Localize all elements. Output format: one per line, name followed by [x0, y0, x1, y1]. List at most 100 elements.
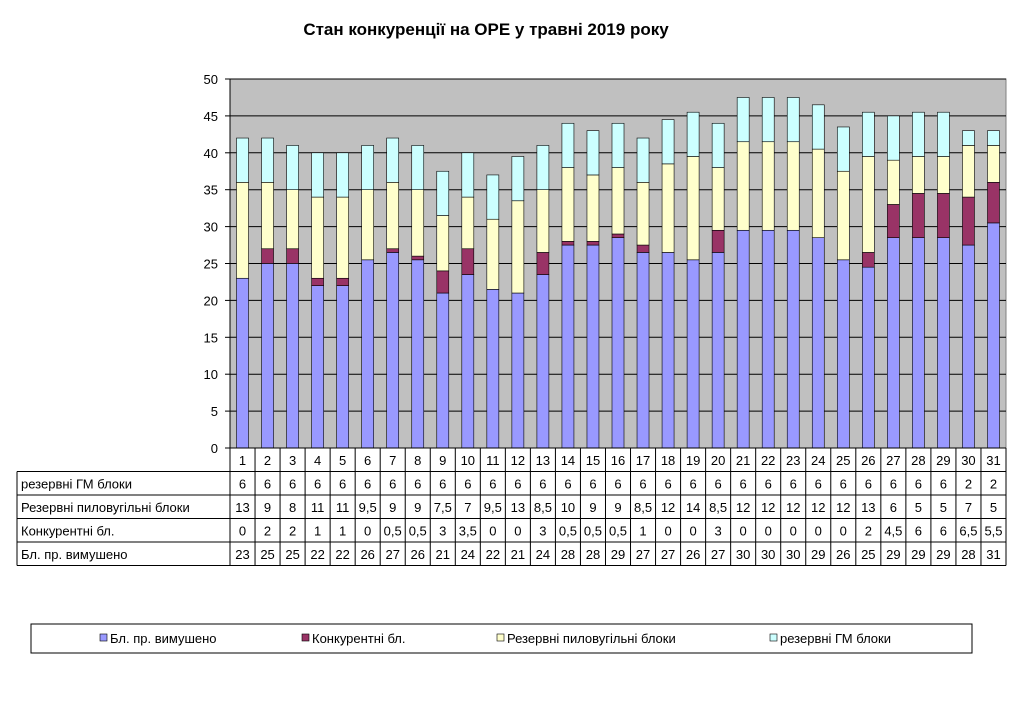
bar-segment [636, 182, 650, 246]
x-category-label: 14 [561, 453, 575, 468]
table-cell: 5 [915, 500, 922, 515]
table-cell: 6 [364, 477, 371, 492]
table-cell: 2 [289, 524, 296, 539]
bar-segment [386, 252, 400, 449]
bar-segment [912, 193, 925, 238]
table-cell: 0 [840, 524, 847, 539]
bar-segment [661, 252, 675, 449]
bar-segment [536, 189, 550, 253]
table-cell: 8,5 [634, 500, 652, 515]
bar-segment [311, 277, 324, 286]
table-cell: 6 [389, 477, 396, 492]
table-cell: 0 [364, 524, 371, 539]
bar-segment [286, 248, 299, 264]
x-category-label: 8 [414, 453, 421, 468]
x-category-label: 6 [364, 453, 371, 468]
bar-segment [862, 111, 875, 157]
bar-segment [912, 156, 925, 194]
bar-segment [761, 229, 775, 449]
table-cell: 29 [611, 547, 625, 562]
bar-segment [811, 237, 825, 449]
bar-segment [887, 115, 900, 161]
table-cell: 6 [539, 477, 546, 492]
bar-segment [411, 145, 425, 190]
bar-segment [261, 248, 274, 264]
bar-segment [711, 122, 725, 168]
table-cell: 8 [289, 500, 296, 515]
x-category-label: 30 [961, 453, 975, 468]
table-cell: 8,5 [709, 500, 727, 515]
table-cell: 6 [514, 477, 521, 492]
table-cell: 0 [815, 524, 822, 539]
table-cell: 2 [865, 524, 872, 539]
bar-segment [761, 97, 775, 143]
table-row-label: Конкурентні бл. [21, 524, 115, 539]
bar-segment [736, 97, 750, 143]
bar-segment [511, 292, 525, 449]
bar-segment [987, 130, 1000, 146]
table-cell: 0 [689, 524, 696, 539]
x-category-label: 1 [239, 453, 246, 468]
bar-segment [811, 104, 825, 150]
x-category-label: 29 [936, 453, 950, 468]
x-category-label: 9 [439, 453, 446, 468]
x-category-label: 21 [736, 453, 750, 468]
y-axis: 0 5 10 15 20 25 30 35 40 45 50 [204, 72, 231, 456]
table-cell: 24 [536, 547, 550, 562]
table-cell: 25 [260, 547, 274, 562]
legend-label: резервні ГМ блоки [780, 631, 891, 646]
bar-segment [661, 119, 675, 165]
bar-segment [711, 252, 725, 449]
table-cell: 6 [915, 524, 922, 539]
bar-segment [887, 204, 900, 238]
table-cell: 6 [689, 477, 696, 492]
bar-segment [411, 259, 425, 449]
table-cell: 6 [840, 477, 847, 492]
table-cell: 6 [890, 500, 897, 515]
table-cell: 6 [339, 477, 346, 492]
bars [236, 97, 1000, 449]
bar-segment [436, 270, 450, 294]
bar-segment [461, 152, 475, 198]
table-cell: 11 [336, 500, 350, 515]
table-cell: 0 [514, 524, 521, 539]
bar-segment [736, 141, 750, 231]
table-cell: 29 [936, 547, 950, 562]
table-cell: 0 [239, 524, 246, 539]
bar-segment [486, 289, 500, 449]
x-category-label: 26 [861, 453, 875, 468]
x-category-label: 7 [389, 453, 396, 468]
table-cell: 0,5 [609, 524, 627, 539]
table-cell: 9,5 [359, 500, 377, 515]
bar-segment [912, 111, 925, 157]
x-category-label: 17 [636, 453, 650, 468]
table-cell: 3 [439, 524, 446, 539]
table-cell: 6 [414, 477, 421, 492]
legend-label: Конкурентні бл. [312, 631, 406, 646]
bar-segment [786, 97, 800, 143]
table-cell: 13 [861, 500, 875, 515]
bar-segment [561, 241, 575, 246]
bar-segment [411, 255, 425, 261]
table-cell: 6 [614, 477, 621, 492]
table-cell: 29 [886, 547, 900, 562]
table-cell: 22 [335, 547, 349, 562]
bar-segment [862, 252, 875, 268]
bar-segment [361, 259, 374, 449]
bar-segment [236, 277, 249, 449]
bar-segment [636, 244, 650, 253]
table-cell: 1 [314, 524, 321, 539]
table-cell: 6 [289, 477, 296, 492]
bar-segment [786, 229, 800, 449]
bar-segment [586, 244, 600, 449]
table-cell: 6 [740, 477, 747, 492]
table-cell: 4,5 [884, 524, 902, 539]
table-cell: 0,5 [559, 524, 577, 539]
table-cell: 12 [836, 500, 850, 515]
legend-label: Резервні пиловугільні блоки [507, 631, 676, 646]
table-cell: 12 [786, 500, 800, 515]
bar-segment [286, 189, 299, 250]
table-cell: 12 [736, 500, 750, 515]
bar-segment [411, 189, 425, 257]
table-cell: 6 [940, 524, 947, 539]
